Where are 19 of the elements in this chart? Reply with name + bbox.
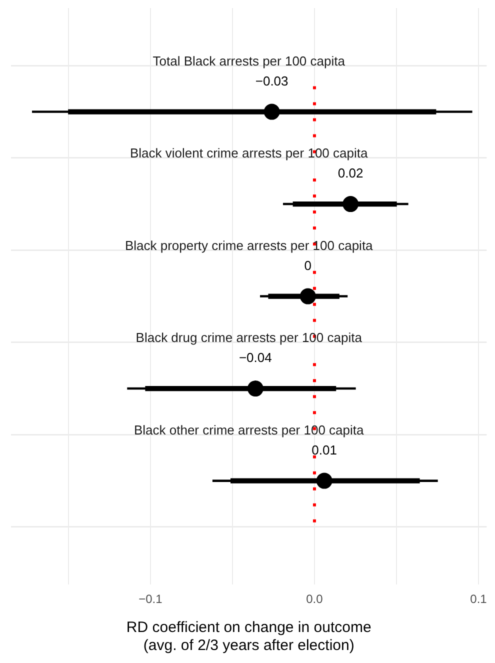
point [264,104,280,120]
x-tick-label: 0.0 [306,592,324,606]
x-tick-label: −0.1 [138,592,163,606]
data-label: 0 [304,258,312,273]
data-label: −0.03 [255,73,288,88]
x-axis-title: RD coefficient on change in outcome (avg. of 2/3 years after election) [126,619,372,654]
annotation: Black other crime arrests per 100 capita [134,422,365,438]
point [342,196,359,212]
annotation: Black violent crime arrests per 100 capita [130,146,368,161]
point [247,380,264,397]
data-label: 0.02 [338,166,364,181]
point [300,288,316,304]
x-tick-label: 0.1 [470,592,488,606]
annotation: Black drug crime arrests per 100 capita [136,330,363,346]
point [316,472,332,489]
data-label: −0.04 [238,350,272,366]
data-label: 0.01 [312,442,337,458]
annotation: Total Black arrests per 100 capita [152,53,346,68]
annotation: Black property crime arrests per 100 capita [124,238,374,253]
